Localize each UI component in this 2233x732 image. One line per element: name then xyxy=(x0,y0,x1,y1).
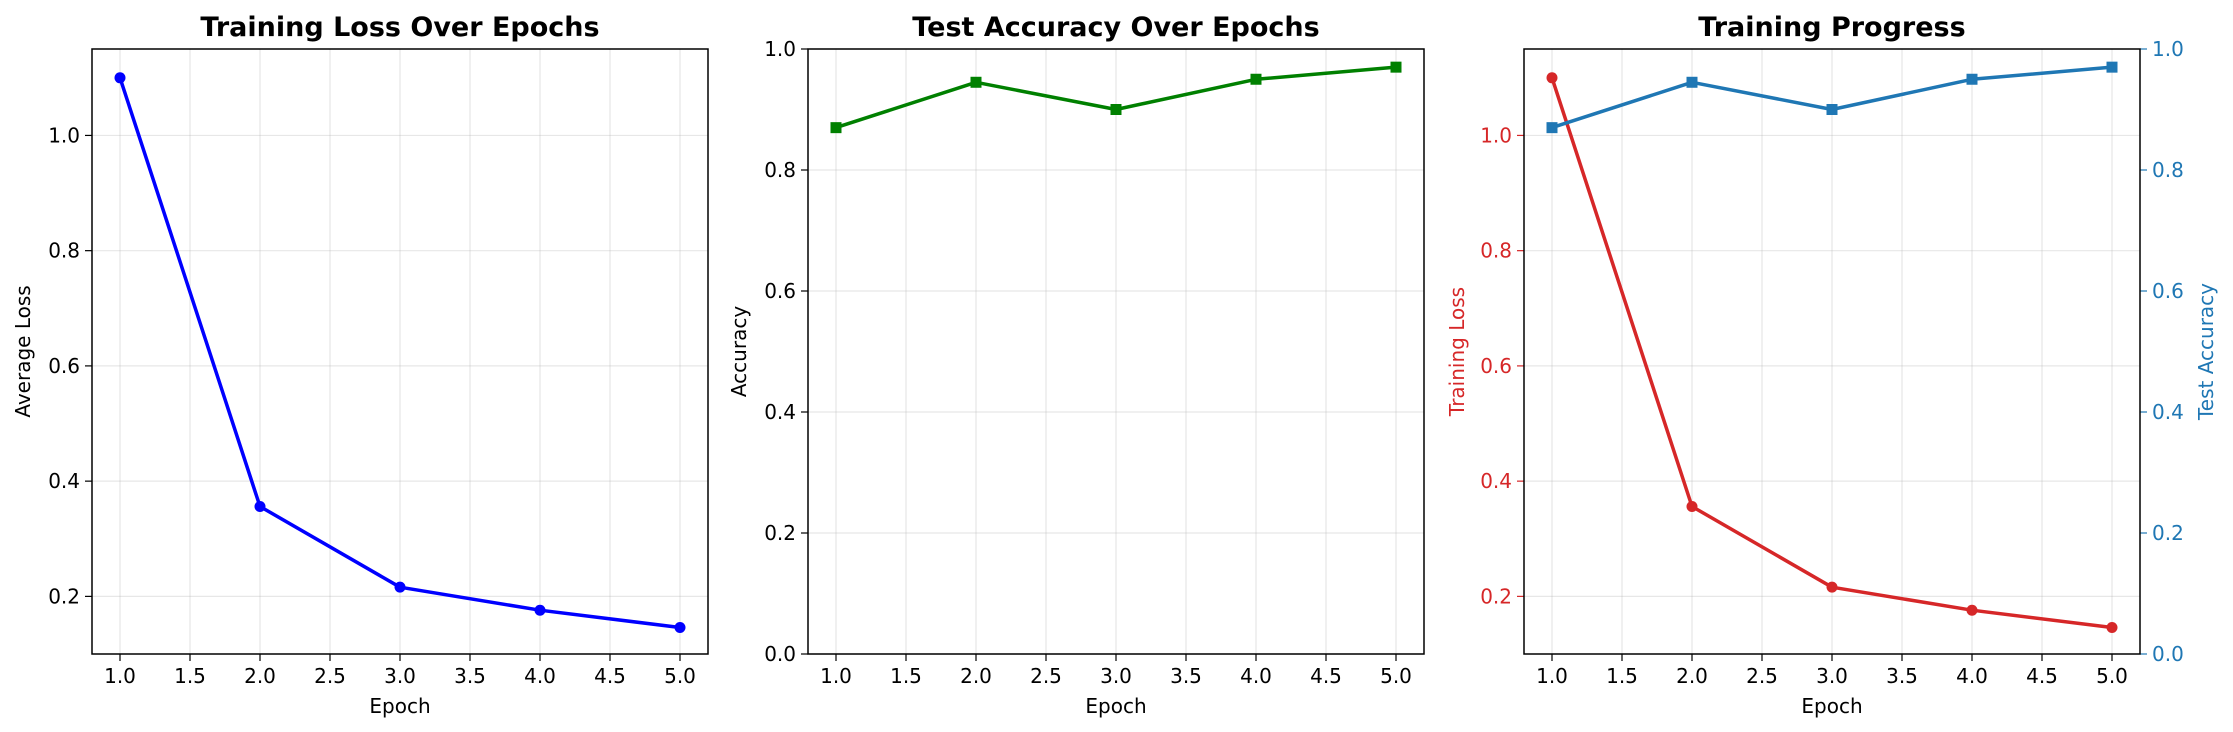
data-point-square xyxy=(1827,104,1838,115)
x-tick-label: 4.0 xyxy=(1240,664,1272,688)
data-point-square xyxy=(2107,62,2118,73)
x-tick-label: 1.0 xyxy=(820,664,852,688)
x-tick-label: 2.5 xyxy=(1030,664,1062,688)
y-axis-label: Accuracy xyxy=(727,306,751,397)
data-point-circle xyxy=(1687,501,1698,512)
x-tick-label: 4.0 xyxy=(524,664,556,688)
x-tick-label: 3.5 xyxy=(1886,664,1918,688)
x-tick-label: 3.5 xyxy=(1170,664,1202,688)
x-axis-label: Epoch xyxy=(1085,694,1146,718)
data-point-circle xyxy=(1967,605,1978,616)
y-tick-label: 0.4 xyxy=(1480,469,1512,493)
x-tick-label: 1.5 xyxy=(1606,664,1638,688)
chart-title: Training Progress xyxy=(1698,12,1965,43)
data-point-square xyxy=(1391,62,1402,73)
x-tick-label: 5.0 xyxy=(1380,664,1412,688)
x-axis-label: Epoch xyxy=(369,694,430,718)
y-tick-label: 0.0 xyxy=(764,642,796,666)
x-tick-label: 4.5 xyxy=(1310,664,1342,688)
x-tick-label: 2.0 xyxy=(1676,664,1708,688)
y-tick-label: 0.4 xyxy=(48,469,80,493)
x-tick-label: 2.5 xyxy=(1746,664,1778,688)
x-tick-label: 2.0 xyxy=(244,664,276,688)
y-tick-label: 0.8 xyxy=(1480,239,1512,263)
data-point-square xyxy=(1251,74,1262,85)
y-tick-label: 0.2 xyxy=(48,584,80,608)
data-point-square xyxy=(831,122,842,133)
y-right-tick-label: 0.8 xyxy=(2152,158,2184,182)
x-tick-label: 1.5 xyxy=(174,664,206,688)
data-point-circle xyxy=(1827,582,1838,593)
y-right-tick-label: 0.6 xyxy=(2152,279,2184,303)
y-right-tick-label: 1.0 xyxy=(2152,37,2184,61)
y-tick-label: 0.4 xyxy=(764,400,796,424)
y-right-tick-label: 0.2 xyxy=(2152,521,2184,545)
y-tick-label: 0.8 xyxy=(48,239,80,263)
x-tick-label: 1.0 xyxy=(104,664,136,688)
y-tick-label: 0.6 xyxy=(48,354,80,378)
data-point-square xyxy=(971,77,982,88)
y-right-tick-label: 0.0 xyxy=(2152,642,2184,666)
x-tick-label: 5.0 xyxy=(2096,664,2128,688)
y-tick-label: 0.2 xyxy=(1480,584,1512,608)
data-point-circle xyxy=(2107,622,2118,633)
chart-title: Test Accuracy Over Epochs xyxy=(912,12,1319,43)
x-tick-label: 3.0 xyxy=(1100,664,1132,688)
data-point-square xyxy=(1967,74,1978,85)
y-right-axis-label: Test Accuracy xyxy=(2194,283,2218,421)
data-point-circle xyxy=(675,622,686,633)
x-tick-label: 1.0 xyxy=(1536,664,1568,688)
data-point-square xyxy=(1111,104,1122,115)
data-point-circle xyxy=(1547,72,1558,83)
x-tick-label: 4.5 xyxy=(594,664,626,688)
y-right-tick-label: 0.4 xyxy=(2152,400,2184,424)
data-point-circle xyxy=(535,605,546,616)
y-tick-label: 1.0 xyxy=(764,37,796,61)
x-tick-label: 2.0 xyxy=(960,664,992,688)
x-tick-label: 3.0 xyxy=(1816,664,1848,688)
data-point-square xyxy=(1547,122,1558,133)
x-tick-label: 4.5 xyxy=(2026,664,2058,688)
y-axis-label: Training Loss xyxy=(1445,287,1469,417)
x-tick-label: 1.5 xyxy=(890,664,922,688)
x-tick-label: 3.0 xyxy=(384,664,416,688)
y-tick-label: 0.6 xyxy=(764,279,796,303)
x-tick-label: 4.0 xyxy=(1956,664,1988,688)
y-tick-label: 0.6 xyxy=(1480,354,1512,378)
data-point-circle xyxy=(115,72,126,83)
data-point-circle xyxy=(395,582,406,593)
x-tick-label: 5.0 xyxy=(664,664,696,688)
data-point-circle xyxy=(255,501,266,512)
data-point-square xyxy=(1687,77,1698,88)
y-axis-label: Average Loss xyxy=(11,285,35,417)
x-axis-label: Epoch xyxy=(1801,694,1862,718)
y-tick-label: 0.8 xyxy=(764,158,796,182)
y-tick-label: 1.0 xyxy=(48,123,80,147)
x-tick-label: 3.5 xyxy=(454,664,486,688)
y-tick-label: 0.2 xyxy=(764,521,796,545)
x-tick-label: 2.5 xyxy=(314,664,346,688)
y-tick-label: 1.0 xyxy=(1480,123,1512,147)
chart-title: Training Loss Over Epochs xyxy=(200,12,599,43)
